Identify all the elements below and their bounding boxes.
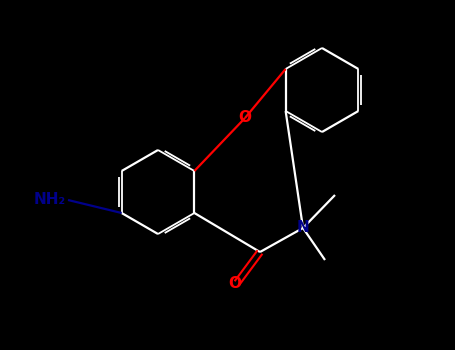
- Text: O: O: [228, 275, 242, 290]
- Text: N: N: [297, 220, 309, 236]
- Text: NH₂: NH₂: [34, 193, 66, 208]
- Text: O: O: [238, 111, 252, 126]
